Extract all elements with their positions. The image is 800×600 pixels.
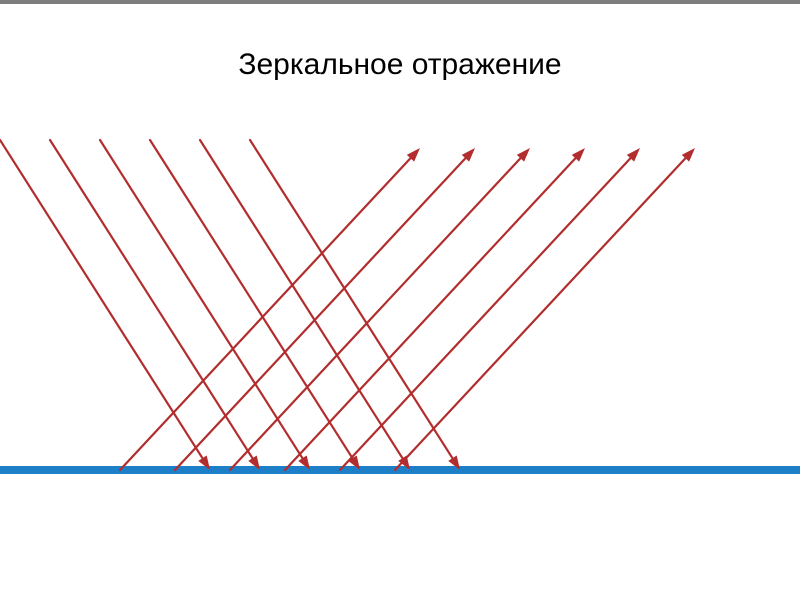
incident-ray	[250, 140, 460, 470]
rays-group	[0, 140, 695, 470]
reflection-diagram	[0, 0, 800, 600]
reflected-ray	[285, 148, 585, 470]
incident-ray	[200, 140, 410, 470]
diagram-container: Зеркальное отражение	[0, 0, 800, 600]
reflected-ray	[395, 148, 695, 470]
incident-ray	[50, 140, 260, 470]
incident-ray	[0, 140, 210, 470]
reflected-ray	[120, 148, 420, 470]
reflected-ray	[340, 148, 640, 470]
incident-ray	[100, 140, 310, 470]
